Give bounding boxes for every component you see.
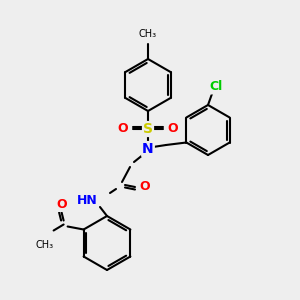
Text: S: S xyxy=(143,122,153,136)
Text: O: O xyxy=(56,198,67,211)
Text: O: O xyxy=(168,122,178,136)
Text: N: N xyxy=(142,142,154,156)
Text: CH₃: CH₃ xyxy=(139,29,157,39)
Text: CH₃: CH₃ xyxy=(36,241,54,250)
Text: O: O xyxy=(140,181,150,194)
Text: Cl: Cl xyxy=(209,80,223,94)
Text: O: O xyxy=(118,122,128,136)
Text: HN: HN xyxy=(77,194,98,208)
